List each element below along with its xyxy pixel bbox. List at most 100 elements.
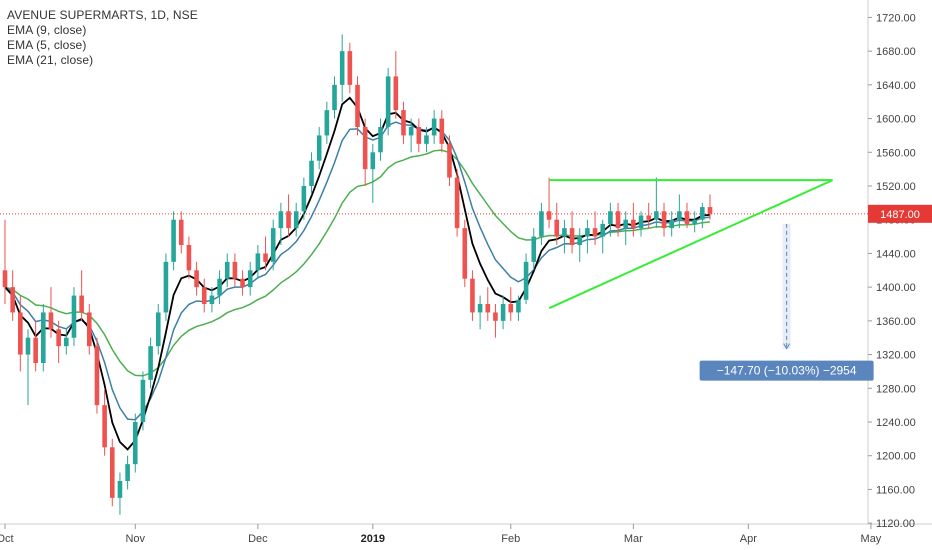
candle-body (217, 278, 222, 296)
candle-body (140, 379, 146, 422)
candle-body (347, 51, 353, 85)
candle-body (477, 304, 483, 313)
y-tick-label: 1360.00 (876, 316, 916, 328)
candle-body (623, 219, 629, 229)
y-tick-label: 1280.00 (876, 383, 916, 395)
candle-body (270, 228, 276, 262)
candle-body (155, 312, 161, 347)
candle-body (232, 261, 238, 279)
y-tick-label: 1200.00 (876, 451, 916, 463)
candle-body (86, 312, 92, 347)
candle-body (171, 219, 176, 262)
candle-body (661, 211, 667, 229)
measure-arrowhead-icon (783, 343, 791, 350)
candle-body (508, 304, 514, 313)
legend: AVENUE SUPERMARTS, 1D, NSE EMA (9, close… (7, 8, 198, 68)
measure-range-fill (782, 223, 791, 349)
candle-body (33, 337, 38, 363)
candle-body (500, 304, 506, 321)
candle-body (646, 215, 651, 220)
candle-body (255, 253, 261, 271)
candle-body (554, 219, 560, 237)
y-tick-label: 1600.00 (876, 114, 916, 126)
candle-body (523, 261, 529, 300)
candle-body (48, 312, 54, 330)
candle-body (178, 219, 184, 245)
candle-body (577, 236, 583, 245)
x-tick-label: Oct (0, 533, 14, 545)
y-tick-label: 1680.00 (876, 46, 916, 58)
candle-body (194, 270, 199, 288)
candle-body (493, 312, 498, 321)
measure-label: −147.70 (−10.03%) −2954 (717, 364, 857, 378)
y-tick-label: 1240.00 (876, 417, 916, 429)
candle-body (148, 346, 153, 380)
candle-body (186, 245, 192, 271)
candle-body (370, 152, 376, 170)
candle-body (401, 110, 406, 136)
candle-body (454, 177, 460, 229)
candle-body (638, 215, 644, 229)
x-tick-label: Nov (125, 533, 145, 545)
candle-body (56, 329, 61, 347)
candle-body (339, 51, 345, 85)
candle-body (654, 211, 659, 220)
candle-body (431, 118, 437, 136)
ema-9-line (4, 121, 711, 421)
candle-body (439, 118, 445, 144)
candle-body (293, 211, 299, 229)
candle-body (677, 211, 682, 220)
candle-body (684, 211, 690, 224)
y-tick-label: 1640.00 (876, 80, 916, 92)
x-tick-label: Feb (501, 533, 520, 545)
candle-body (362, 127, 368, 170)
y-tick-label: 1520.00 (876, 181, 916, 193)
candle-body (531, 236, 537, 262)
candle-body (592, 228, 598, 237)
symbol-title: AVENUE SUPERMARTS, 1D, NSE (7, 8, 198, 22)
ema-5-line (4, 96, 711, 451)
candle-body (562, 228, 567, 237)
candle-body (94, 346, 100, 406)
x-tick-label: Dec (248, 533, 268, 545)
candle-body (117, 481, 123, 498)
candle-body (700, 207, 705, 220)
candle-body (41, 312, 46, 363)
x-tick-label: 2019 (361, 533, 385, 545)
candle-body (125, 464, 130, 481)
ema-5-label: EMA (5, close) (7, 38, 87, 52)
y-tick-label: 1120.00 (876, 518, 915, 530)
candle-body (408, 127, 414, 136)
support-trendline[interactable] (548, 179, 834, 310)
y-tick-label: 1320.00 (876, 350, 916, 362)
x-tick-label: Apr (740, 533, 757, 545)
x-tick-label: Mar (624, 533, 643, 545)
candle-body (631, 219, 636, 229)
candle-body (201, 287, 207, 304)
candle-body (539, 211, 544, 237)
candle-body (424, 135, 429, 144)
candle-body (447, 143, 452, 178)
candle-body (309, 160, 314, 186)
candle-body (286, 211, 291, 229)
candle-body (18, 312, 23, 355)
candle-body (240, 278, 245, 288)
candle-body (393, 76, 399, 111)
candle-body (516, 299, 521, 313)
candle-body (64, 337, 69, 347)
candle-body (332, 84, 337, 111)
candle-body (79, 295, 84, 313)
x-tick-label: May (861, 533, 882, 545)
ema-21-line (4, 149, 711, 377)
candle-body (301, 186, 307, 212)
candle-body (485, 304, 491, 313)
candle-body (102, 405, 107, 448)
candle-body (25, 337, 31, 355)
candle-body (247, 270, 253, 288)
candle-body (707, 207, 713, 214)
candle-body (324, 110, 330, 136)
candle-body (385, 76, 391, 127)
y-tick-label: 1160.00 (876, 484, 915, 496)
y-tick-label: 1720.00 (876, 12, 916, 24)
